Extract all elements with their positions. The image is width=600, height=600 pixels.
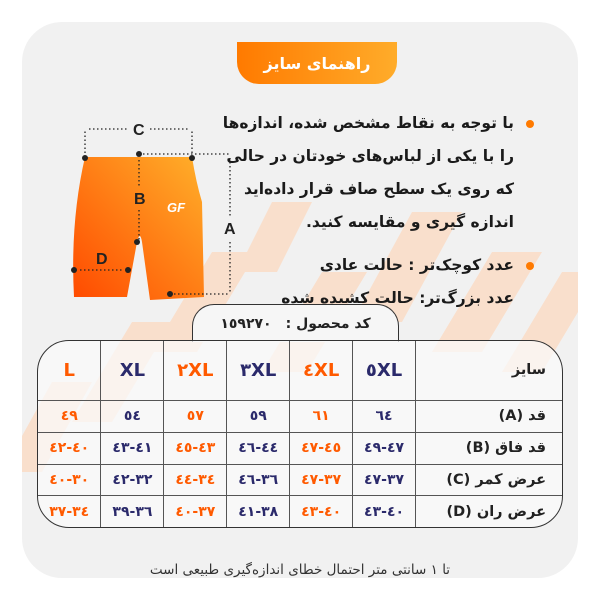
table-row: قد (A) ٦٤ ٦١ ٥٩ ٥٧ ٥٤ ٤٩ [38,400,562,433]
table-cell: ٤١-٤٣ [100,431,165,465]
cell-value: ٥٤ [123,408,141,425]
instruction-bullet-1: با توجه به نقاط مشخص شده، اندازه‌ها را ب… [196,107,536,239]
table-cell: ٤٥-٤٧ [289,431,354,465]
cell-value: ٣٨-٤١ [238,503,279,520]
table-cell: ٣٧-٤٧ [352,463,416,497]
table-cell: ٣٧-٤٧ [289,463,354,497]
bullet-dot-icon [526,120,534,128]
cell-value: ٤٤-٤٦ [238,440,279,457]
cell-value: ٤٠-٤٣ [364,503,405,520]
instruction-line: عدد کوچک‌تر : حالت عادی [319,256,514,274]
size-header: ٢XL [163,341,228,401]
size-header-label: سایز [415,341,562,401]
table-cell: ٤٩ [38,400,102,433]
size-header: L [38,341,102,401]
cell-value: ٣٧-٤٧ [364,472,405,489]
cell-value: ٦١ [312,408,330,425]
instruction-line: عدد بزرگ‌تر: حالت کشیده شده [281,289,514,307]
label-c: C [133,122,145,139]
cell-value: ٣٠-٤٠ [49,472,90,489]
label-b: B [134,191,146,208]
cell-value: ٥٩ [249,408,267,425]
table-cell: ٤٤-٤٦ [226,431,291,465]
cell-value: ٣٧-٤٧ [301,472,342,489]
cell-value: ٤٥-٤٧ [301,440,342,457]
table-cell: ٥٧ [163,400,228,433]
label-a: A [224,221,236,238]
size-header: ٣XL [226,341,291,401]
table-cell: ٤٧-٤٩ [352,431,416,465]
cell-value: ٣٤-٣٧ [49,503,90,520]
label-d: D [96,251,108,268]
cell-value: ٤٠-٤٢ [49,440,90,457]
table-row: قد فاق (B) ٤٧-٤٩ ٤٥-٤٧ ٤٤-٤٦ ٤٣-٤٥ ٤١-٤٣ ٤٠-٤٢ [38,431,562,465]
footer-note: تا ١ سانتی متر احتمال خطای اندازه‌گیری ط… [149,562,451,578]
instruction-line: را با یکی از لباس‌های خودتان در حالی [226,147,514,165]
table-cell: ٣٧-٤٠ [163,495,228,527]
instructions: با توجه به نقاط مشخص شده، اندازه‌ها را ب… [196,107,536,315]
cell-value: ٤١-٤٣ [112,440,153,457]
table-cell: ٣٨-٤١ [226,495,291,527]
brand-logo: GF [167,200,186,215]
table-cell: ٣٤-٤٤ [163,463,228,497]
row-label: عرض ران (D) [415,495,562,527]
row-label: قد فاق (B) [415,431,562,465]
table-cell: ٤٠-٤٢ [38,431,102,465]
cell-value: ٣٤-٤٤ [175,472,216,489]
instruction-line: با توجه به نقاط مشخص شده، اندازه‌ها [222,114,514,132]
table-cell: ٥٤ [100,400,165,433]
size-header: XL [100,341,165,401]
cell-value: ٦٤ [375,408,393,425]
product-code-value: ١٥٩٢٧٠ [220,315,272,332]
table-cell: ٣٦-٣٩ [100,495,165,527]
size-header: ٥XL [352,341,416,401]
table-row: عرض کمر (C) ٣٧-٤٧ ٣٧-٤٧ ٣٦-٤٦ ٣٤-٤٤ ٣٢-٤٢ ٣٠-٤… [38,463,562,497]
cell-value: ٥٧ [186,408,204,425]
table-cell: ٤٣-٤٥ [163,431,228,465]
size-guide-card: راهنمای سایز C B A D [22,22,578,578]
product-code: کد محصول : ١٥٩٢٧٠ [192,304,399,342]
table-row: عرض ران (D) ٤٠-٤٣ ٤٠-٤٣ ٣٨-٤١ ٣٧-٤٠ ٣٦-٣٩ ٣٤-٣… [38,495,562,527]
shorts-diagram: C B A D GF [71,122,236,300]
product-code-label: کد محصول : [285,315,371,332]
row-label: عرض کمر (C) [415,463,562,497]
size-header: ٤XL [289,341,354,401]
row-label: قد (A) [415,400,562,433]
table-cell: ٤٠-٤٣ [352,495,416,527]
cell-value: ٤٩ [60,408,78,425]
size-table: سایز ٥XL ٤XL ٣XL ٢XL XL L قد (A) ٦٤ ٦١ ٥٩ ٥٧… [37,340,563,528]
instruction-bullet-2: عدد کوچک‌تر : حالت عادی عدد بزرگ‌تر: حال… [196,249,536,315]
table-header-row: سایز ٥XL ٤XL ٣XL ٢XL XL L [38,341,562,401]
cell-value: ٤٧-٤٩ [364,440,405,457]
cell-value: ٣٦-٤٦ [238,472,279,489]
cell-value: ٣٢-٤٢ [112,472,153,489]
table-cell: ٦٤ [352,400,416,433]
cell-value: ٤٠-٤٣ [301,503,342,520]
table-cell: ٦١ [289,400,354,433]
cell-value: ٣٦-٣٩ [112,503,153,520]
bullet-dot-icon [526,262,534,270]
instruction-line: اندازه گیری و مقایسه کنید. [306,213,514,231]
cell-value: ٣٧-٤٠ [175,503,216,520]
table-cell: ٥٩ [226,400,291,433]
cell-value: ٤٣-٤٥ [175,440,216,457]
table-cell: ٣٠-٤٠ [38,463,102,497]
table-cell: ٣٦-٤٦ [226,463,291,497]
instruction-line: که روی یک سطح صاف قرار داده‌اید [243,180,514,198]
page-title: راهنمای سایز [237,42,397,84]
table-cell: ٤٠-٤٣ [289,495,354,527]
table-cell: ٣٢-٤٢ [100,463,165,497]
